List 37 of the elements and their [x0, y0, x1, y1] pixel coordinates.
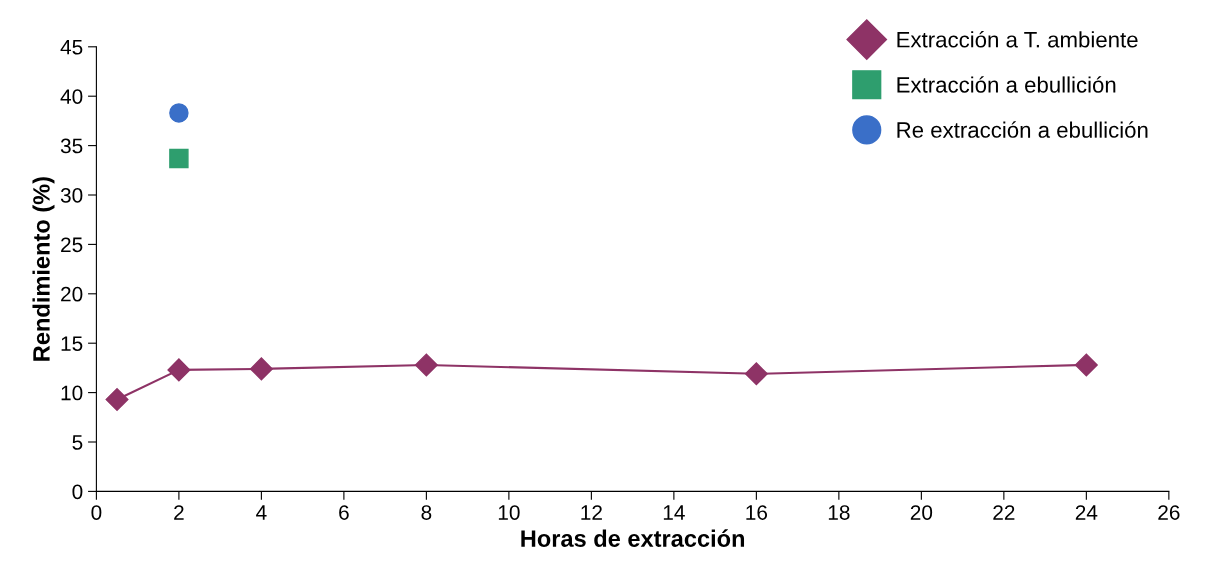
x-tick-label: 12 [581, 505, 602, 520]
legend-label: Re extracción a ebullición [897, 121, 1148, 138]
point [744, 362, 768, 386]
x-tick-label: 20 [910, 505, 933, 520]
y-tick-label: 40 [60, 89, 83, 104]
y-tick-label: 10 [61, 385, 83, 401]
y-tick-label: 45 [60, 40, 83, 55]
x-tick-label: 6 [339, 505, 349, 520]
y-tick-label: 20 [61, 286, 83, 302]
x-tick-label: 24 [1075, 505, 1098, 520]
y-axis-title: Rendimiento (%) [32, 177, 55, 361]
point [169, 103, 189, 123]
y-tick-label: 25 [61, 237, 83, 253]
x-tick-label: 10 [498, 505, 520, 520]
x-tick-label: 26 [1158, 505, 1180, 520]
y-tick-label: 5 [72, 435, 83, 450]
point [1074, 353, 1098, 377]
point [167, 358, 191, 382]
x-axis-title: Horas de extracción [521, 529, 745, 547]
x-tick-label: 0 [91, 505, 102, 520]
x-tick-label: 14 [663, 505, 685, 520]
x-tick-label: 16 [746, 505, 768, 520]
point [105, 388, 129, 412]
x-tick-label: 4 [256, 505, 267, 520]
x-tick-label: 2 [174, 505, 184, 520]
point [169, 148, 189, 169]
x-tick-label: 8 [421, 505, 432, 520]
legend-label: Extracción a T. ambiente [897, 30, 1138, 48]
legend-label: Extracción a ebullición [897, 76, 1116, 93]
point [249, 357, 273, 381]
y-tick-label: 15 [61, 336, 83, 351]
y-tick-label: 35 [60, 138, 83, 154]
x-tick-label: 18 [828, 505, 850, 520]
x-tick-label: 22 [993, 505, 1015, 520]
point [414, 353, 438, 377]
y-tick-label: 0 [72, 484, 83, 500]
y-tick-label: 30 [60, 188, 83, 203]
